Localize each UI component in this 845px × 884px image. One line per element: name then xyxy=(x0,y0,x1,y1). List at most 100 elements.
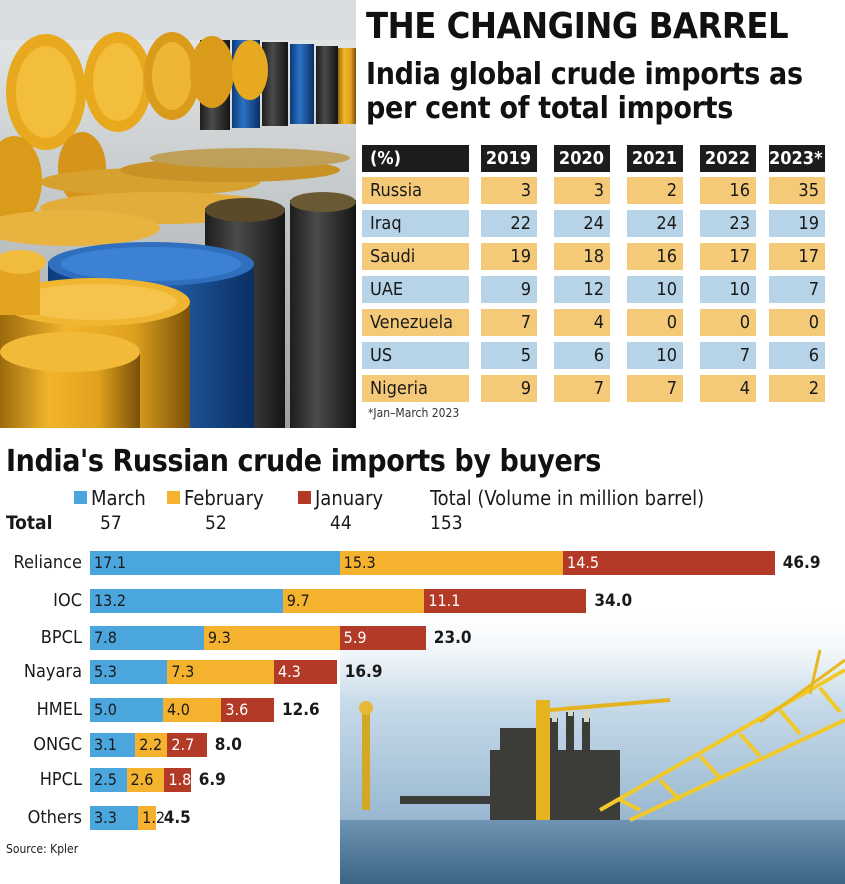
table-year-header: 2019 xyxy=(481,145,537,172)
table-country-us: US xyxy=(362,342,469,369)
table-year-header: 2021 xyxy=(627,145,683,172)
table-cell: 6 xyxy=(554,342,610,369)
bar-segment-march: 7.8 xyxy=(90,626,204,650)
table-cell: 9 xyxy=(481,375,537,402)
buyer-label: IOC xyxy=(53,590,82,611)
legend-total-label: Total xyxy=(430,486,472,510)
table-year-header: 2023* xyxy=(769,145,825,172)
legend-label-march: March xyxy=(91,486,146,510)
table-country-uae: UAE xyxy=(362,276,469,303)
table-cell: 4 xyxy=(554,309,610,336)
headline: THE CHANGING BARREL xyxy=(366,6,789,47)
legend-item-march: March xyxy=(74,486,146,510)
buyer-label: Reliance xyxy=(13,552,82,573)
subhead-line-2: per cent of total imports xyxy=(366,91,734,126)
table-cell: 35 xyxy=(769,177,825,204)
table-cell: 10 xyxy=(627,276,683,303)
bar-segment-january: 3.6 xyxy=(221,698,274,722)
table-cell: 16 xyxy=(700,177,756,204)
legend-item-january: January xyxy=(298,486,383,510)
table-cell: 24 xyxy=(627,210,683,237)
bar-segment-february: 2.2 xyxy=(135,733,168,757)
buyer-label: HPCL xyxy=(39,769,82,790)
series-total-march: 57 xyxy=(100,512,122,534)
table-cell: 2 xyxy=(627,177,683,204)
table-cell: 7 xyxy=(554,375,610,402)
table-country-nigeria: Nigeria xyxy=(362,375,469,402)
bar-segment-january: 11.1 xyxy=(424,589,587,613)
legend-total: Total (Volume in million barrel) xyxy=(430,486,704,510)
legend-label-january: January xyxy=(315,486,384,510)
bar-segment-january: 4.3 xyxy=(273,660,337,684)
bar-segment-march: 3.3 xyxy=(90,806,139,830)
bar-total-label: 8.0 xyxy=(214,735,242,755)
table-cell: 3 xyxy=(554,177,610,204)
subhead-line-1: India global crude imports as xyxy=(366,57,803,92)
buyer-label: HMEL xyxy=(36,699,82,720)
table-cell: 18 xyxy=(554,243,610,270)
bar-segment-march: 17.1 xyxy=(90,551,340,575)
table-cell: 10 xyxy=(700,276,756,303)
series-total-february: 52 xyxy=(205,512,227,534)
chart-title: India's Russian crude imports by buyers xyxy=(6,444,601,479)
table-unit-header: (%) xyxy=(362,145,469,172)
table-country-saudi: Saudi xyxy=(362,243,469,270)
table-cell: 12 xyxy=(554,276,610,303)
bar-segment-february: 2.6 xyxy=(126,768,165,792)
bar-segment-january: 14.5 xyxy=(563,551,775,575)
bar-segment-february: 9.3 xyxy=(203,626,340,650)
bar-segment-january: 2.7 xyxy=(167,733,207,757)
table-country-russia: Russia xyxy=(362,177,469,204)
bar-total-label: 4.5 xyxy=(163,808,191,828)
table-cell: 0 xyxy=(769,309,825,336)
table-cell: 4 xyxy=(700,375,756,402)
table-country-iraq: Iraq xyxy=(362,210,469,237)
table-footnote: *Jan–March 2023 xyxy=(368,406,460,420)
bar-segment-january: 1.8 xyxy=(164,768,191,792)
bar-segment-february: 9.7 xyxy=(282,589,425,613)
table-cell: 19 xyxy=(481,243,537,270)
table-cell: 23 xyxy=(700,210,756,237)
legend-swatch-march xyxy=(74,491,87,504)
table-cell: 3 xyxy=(481,177,537,204)
table-country-venezuela: Venezuela xyxy=(362,309,469,336)
legend-item-february: February xyxy=(167,486,264,510)
bar-segment-january: 5.9 xyxy=(339,626,426,650)
subhead: India global crude imports as per cent o… xyxy=(366,58,803,126)
bar-segment-february: 1.2 xyxy=(138,806,165,830)
legend-swatch-february xyxy=(167,491,180,504)
bar-segment-march: 2.5 xyxy=(90,768,127,792)
bar-total-label: 34.0 xyxy=(594,591,633,611)
legend-label-february: February xyxy=(184,486,264,510)
totals-row-label: Total xyxy=(6,512,53,534)
bar-segment-february: 7.3 xyxy=(167,660,274,684)
bar-segment-march: 5.3 xyxy=(90,660,168,684)
table-cell: 19 xyxy=(769,210,825,237)
bar-segment-march: 13.2 xyxy=(90,589,283,613)
bar-segment-february: 15.3 xyxy=(339,551,564,575)
table-cell: 17 xyxy=(700,243,756,270)
table-cell: 0 xyxy=(700,309,756,336)
bar-total-label: 16.9 xyxy=(344,662,383,682)
buyer-label: BPCL xyxy=(40,627,82,648)
bar-segment-february: 4.0 xyxy=(163,698,222,722)
unit-note: (Volume in million barrel) xyxy=(477,486,705,510)
bar-total-label: 6.9 xyxy=(198,770,226,790)
table-cell: 9 xyxy=(481,276,537,303)
table-cell: 0 xyxy=(627,309,683,336)
table-cell: 7 xyxy=(627,375,683,402)
table-year-header: 2022 xyxy=(700,145,756,172)
bar-segment-march: 5.0 xyxy=(90,698,163,722)
buyer-label: Others xyxy=(27,807,82,828)
buyer-label: ONGC xyxy=(33,734,82,755)
oil-barrels-photo xyxy=(0,0,356,428)
table-cell: 2 xyxy=(769,375,825,402)
bar-segment-march: 3.1 xyxy=(90,733,136,757)
series-total-january: 44 xyxy=(330,512,352,534)
table-cell: 5 xyxy=(481,342,537,369)
table-cell: 7 xyxy=(769,276,825,303)
table-cell: 16 xyxy=(627,243,683,270)
table-cell: 7 xyxy=(481,309,537,336)
bar-total-label: 12.6 xyxy=(281,700,320,720)
grand-total: 153 xyxy=(430,512,463,534)
